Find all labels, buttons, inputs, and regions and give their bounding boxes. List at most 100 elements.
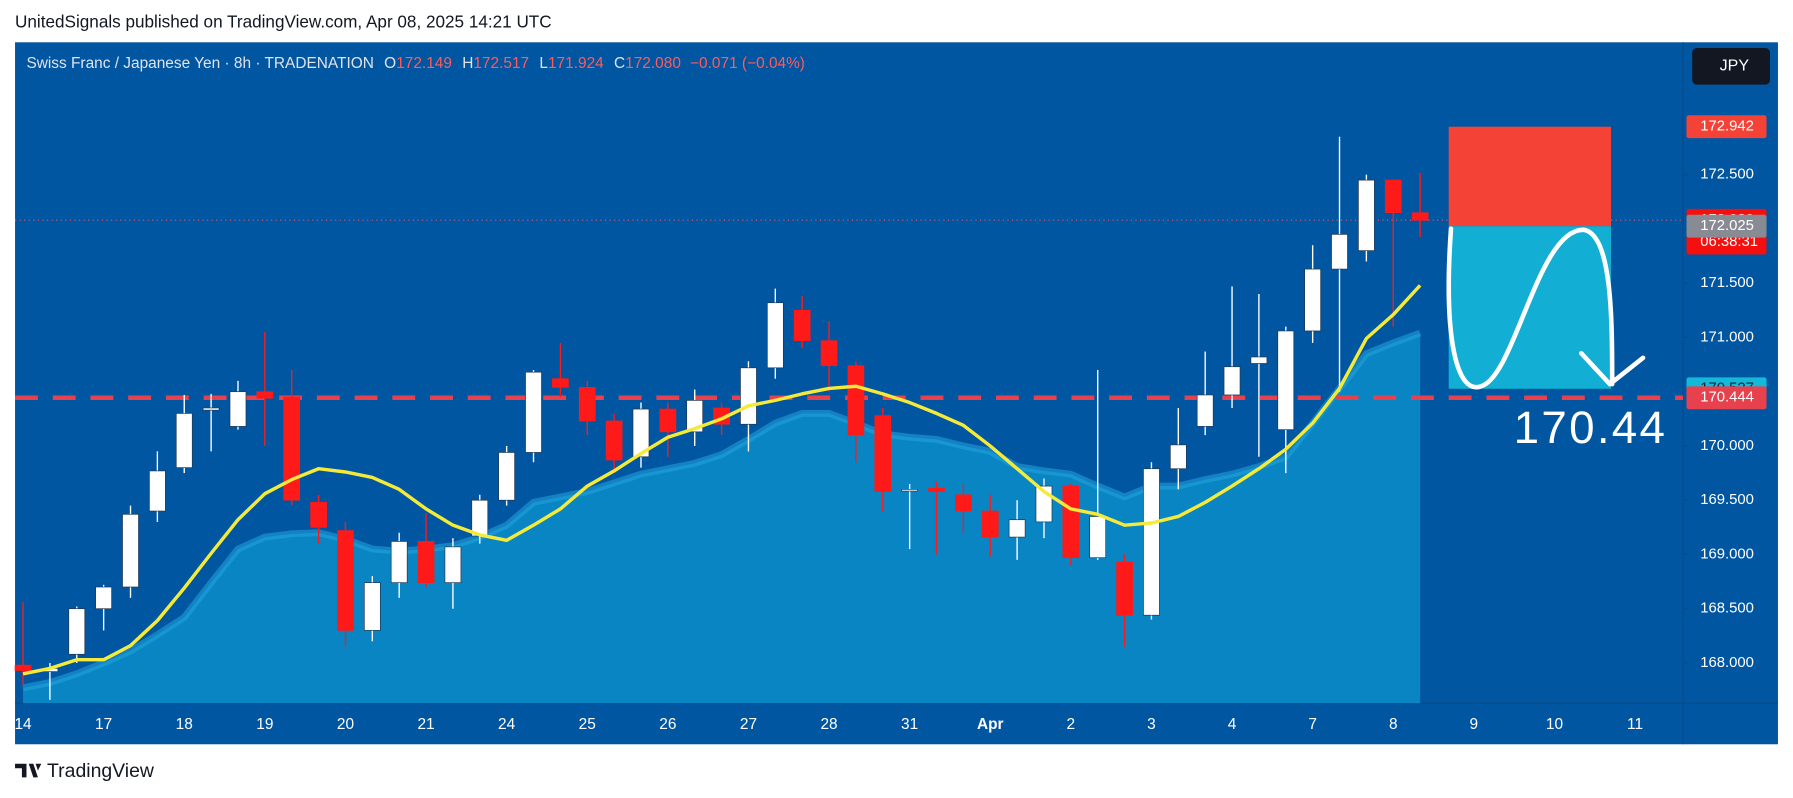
- candle-body: [175, 413, 193, 468]
- candle-body: [310, 502, 327, 528]
- y-tick-label: 168.000: [1700, 655, 1754, 671]
- logo-text: TradingView: [47, 760, 155, 782]
- price-label: 170.444: [1700, 390, 1754, 406]
- y-tick-label: 169.000: [1700, 546, 1754, 562]
- x-tick-label: 19: [256, 716, 273, 733]
- candle-body: [390, 541, 408, 584]
- currency-button-label: JPY: [1720, 58, 1750, 75]
- target-zone: [1448, 226, 1612, 389]
- candle-body: [1358, 179, 1375, 251]
- candle-body: [1143, 468, 1160, 616]
- legend-field-value: 172.080: [625, 55, 681, 72]
- x-tick-label: 11: [1627, 716, 1643, 733]
- candle-body: [444, 546, 462, 584]
- candle-body: [1196, 394, 1214, 427]
- ma-area-edge: [22, 329, 1422, 692]
- logo-icon: [15, 763, 42, 778]
- x-tick-label: 9: [1470, 716, 1479, 733]
- candle-body: [847, 365, 865, 436]
- x-tick-label: 28: [820, 716, 837, 733]
- x-tick-label: 21: [417, 716, 434, 733]
- candle-body: [1169, 444, 1187, 470]
- x-tick-label: 17: [95, 716, 112, 733]
- candle-body: [1250, 356, 1268, 364]
- x-tick-label: 4: [1228, 716, 1237, 733]
- y-tick-label: 170.000: [1700, 438, 1754, 454]
- candle-body: [95, 586, 112, 610]
- candle-body: [981, 510, 999, 538]
- x-tick-label: 18: [176, 716, 193, 733]
- legend-field-label: O: [384, 55, 396, 72]
- chart-layer: Swiss Franc / Japanese Yen · 8h · TRADEN…: [14, 42, 1778, 745]
- currency-button: [1692, 48, 1770, 85]
- ma-line: [22, 284, 1422, 676]
- x-tick-label: 10: [1546, 716, 1563, 733]
- candle-body: [955, 494, 972, 512]
- y-tick-label: 169.500: [1700, 492, 1754, 508]
- candle-body: [363, 582, 381, 631]
- candle-body: [793, 309, 811, 342]
- legend-symbol: Swiss Franc / Japanese Yen · 8h · TRADEN…: [26, 55, 373, 72]
- x-tick-label: 14: [14, 716, 32, 733]
- candle-body: [525, 371, 542, 453]
- legend-field-value: 172.149: [396, 55, 452, 72]
- candle-body: [471, 499, 489, 537]
- candle-body: [1089, 516, 1107, 559]
- drawn-curve: [1446, 226, 1615, 390]
- candle-body: [498, 452, 515, 501]
- candle-body: [1062, 485, 1080, 559]
- y-tick-label: 171.000: [1700, 329, 1754, 345]
- y-tick-label: 172.500: [1700, 167, 1754, 183]
- candle-body: [659, 408, 677, 433]
- candle-body: [1411, 212, 1429, 221]
- x-tick-label: 7: [1308, 716, 1317, 733]
- price-label-bg: [1686, 115, 1767, 139]
- candle-body: [578, 387, 596, 422]
- x-tick-label: 24: [498, 716, 516, 733]
- legend-field-label: H: [462, 55, 473, 72]
- publish-header: UnitedSignals published on TradingView.c…: [15, 11, 552, 31]
- x-tick-label: 27: [740, 716, 757, 733]
- footer-logo: TradingView: [15, 760, 155, 782]
- candle-body: [632, 408, 650, 458]
- candle-body: [766, 302, 784, 369]
- candle-body: [14, 664, 32, 671]
- x-tick-label: 25: [579, 716, 596, 733]
- x-tick-label: 26: [659, 716, 676, 733]
- stop-zone: [1448, 126, 1612, 227]
- candle-body: [686, 400, 704, 433]
- drawn-arrow-head: [1579, 350, 1646, 387]
- candle-body: [149, 470, 166, 512]
- candle-body: [68, 608, 86, 655]
- x-tick-label: 31: [901, 716, 918, 733]
- candle-body: [1008, 519, 1026, 538]
- countdown-label: 06:38:31: [1700, 234, 1758, 250]
- candle-body: [337, 530, 354, 631]
- candle-body: [1223, 366, 1241, 396]
- legend-field-value: 171.924: [548, 55, 604, 72]
- candle-body: [1116, 561, 1133, 616]
- candle-body: [605, 420, 623, 461]
- x-tick-label: 3: [1147, 716, 1156, 733]
- legend-field-value: 172.517: [473, 55, 529, 72]
- x-tick-label: Apr: [977, 716, 1004, 733]
- y-tick-label: 168.500: [1700, 601, 1754, 617]
- candle-body: [256, 391, 274, 399]
- candle-body: [229, 391, 247, 427]
- price-label-bg: [1686, 214, 1767, 238]
- y-tick-label: 171.500: [1700, 275, 1754, 291]
- candle-body: [1304, 268, 1321, 332]
- candle-body: [1277, 330, 1295, 431]
- candle-body: [740, 367, 757, 425]
- candle-body: [417, 541, 435, 584]
- legend-change: −0.071 (−0.04%): [690, 55, 805, 72]
- candle-body: [552, 378, 569, 388]
- annotation: 170.44: [1514, 402, 1668, 453]
- candle-body: [1384, 179, 1402, 213]
- price-label: 172.025: [1700, 218, 1754, 234]
- x-tick-label: 2: [1067, 716, 1076, 733]
- candle-body: [928, 487, 945, 492]
- price-label-bg: [1686, 386, 1767, 410]
- legend-field-label: C: [614, 55, 625, 72]
